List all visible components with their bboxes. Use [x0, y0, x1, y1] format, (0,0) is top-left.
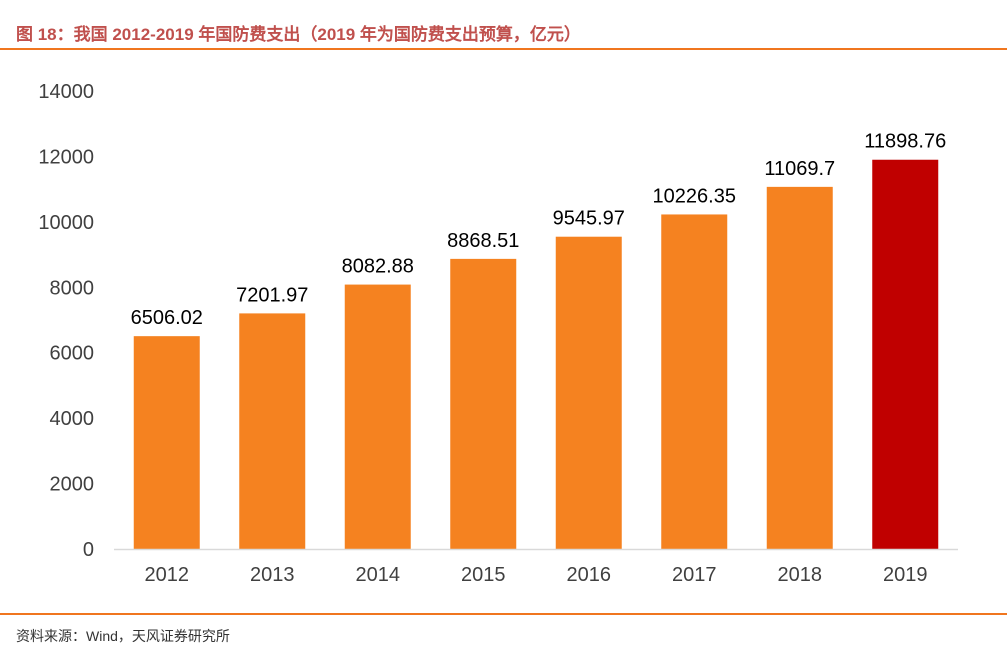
bottom-divider [0, 613, 1007, 615]
x-tick-label-2012: 2012 [145, 564, 190, 586]
y-tick-label: 0 [83, 539, 94, 561]
x-tick-label-2016: 2016 [567, 564, 612, 586]
y-axis: 0 2000 4000 6000 8000 10000 12000 14000 [38, 81, 94, 561]
x-tick-label-2018: 2018 [778, 564, 823, 586]
bar-2019 [872, 159, 939, 549]
x-tick-label-2017: 2017 [672, 564, 717, 586]
data-label-2013: 7201.97 [236, 284, 308, 306]
y-tick-label: 6000 [50, 343, 95, 365]
bar-series [133, 159, 939, 550]
bar-chart: 0 2000 4000 6000 8000 10000 12000 14000 6506.02… [38, 81, 958, 586]
y-tick-label: 4000 [50, 408, 95, 430]
data-label-2018: 11069.7 [764, 158, 835, 180]
y-tick-label: 8000 [50, 277, 95, 299]
bar-2015 [450, 258, 517, 549]
y-tick-label: 10000 [38, 212, 94, 234]
source-note: 资料来源：Wind，天风证券研究所 [16, 628, 230, 644]
x-tick-label-2013: 2013 [250, 564, 295, 586]
figure-title: 图 18：我国 2012-2019 年国防费支出（2019 年为国防费支出预算，… [16, 25, 581, 44]
y-tick-label: 2000 [50, 474, 95, 496]
bar-2017 [661, 214, 728, 549]
data-label-2017: 10226.35 [653, 185, 736, 207]
y-tick-label: 14000 [38, 81, 94, 103]
x-axis: 2012 2013 2014 2015 2016 2017 2018 2019 [145, 564, 928, 586]
y-tick-label: 12000 [38, 146, 94, 168]
x-tick-label-2014: 2014 [356, 564, 401, 586]
data-label-2015: 8868.51 [447, 230, 519, 252]
bar-2014 [344, 284, 411, 549]
data-label-2016: 9545.97 [553, 208, 625, 230]
top-divider [0, 48, 1007, 50]
bar-2016 [555, 236, 622, 550]
data-label-2014: 8082.88 [342, 256, 414, 278]
data-label-2019: 11898.76 [864, 131, 946, 153]
bar-2018 [766, 186, 833, 549]
x-tick-label-2019: 2019 [883, 564, 928, 586]
data-label-2012: 6506.02 [131, 307, 203, 329]
bar-2013 [239, 313, 306, 549]
data-labels: 6506.02 7201.97 8082.88 8868.51 9545.97 10226… [131, 131, 947, 329]
bar-2012 [133, 336, 200, 549]
x-tick-label-2015: 2015 [461, 564, 506, 586]
